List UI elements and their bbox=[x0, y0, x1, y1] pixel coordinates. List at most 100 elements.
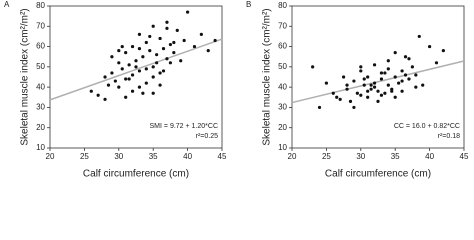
y-tick-label: 60 bbox=[278, 42, 287, 51]
point bbox=[362, 83, 366, 87]
x-tick-label: 35 bbox=[391, 152, 400, 161]
point bbox=[148, 34, 152, 39]
x-axis-label: Calf circumference (cm) bbox=[83, 169, 189, 180]
point bbox=[124, 51, 128, 55]
point bbox=[414, 73, 418, 77]
annotation: CC = 16.0 + 0.82*CC bbox=[394, 123, 460, 130]
point bbox=[379, 71, 384, 75]
point bbox=[182, 38, 186, 43]
point bbox=[158, 83, 162, 87]
point bbox=[141, 55, 145, 59]
point bbox=[400, 89, 404, 93]
point bbox=[172, 51, 176, 55]
point bbox=[362, 77, 366, 81]
point bbox=[386, 83, 390, 87]
x-tick-label: 40 bbox=[183, 152, 192, 161]
point bbox=[161, 47, 166, 51]
x-tick-label: 30 bbox=[114, 152, 123, 161]
point bbox=[165, 20, 169, 24]
point bbox=[379, 93, 384, 97]
panel-label: A bbox=[4, 0, 10, 9]
point bbox=[144, 81, 148, 85]
point bbox=[359, 93, 363, 97]
point bbox=[311, 65, 315, 69]
point bbox=[137, 85, 142, 89]
y-tick-label: 10 bbox=[36, 143, 45, 152]
y-tick-label: 20 bbox=[278, 123, 287, 132]
point bbox=[324, 81, 328, 85]
point bbox=[161, 69, 166, 73]
point bbox=[117, 49, 121, 53]
x-tick-label: 40 bbox=[425, 152, 434, 161]
point bbox=[141, 91, 145, 95]
point bbox=[192, 44, 197, 49]
point bbox=[172, 40, 176, 45]
point bbox=[134, 59, 138, 63]
fit-line bbox=[49, 38, 223, 101]
point bbox=[417, 34, 421, 39]
y-tick-label: 40 bbox=[36, 82, 45, 91]
point bbox=[213, 38, 217, 43]
x-tick-label: 20 bbox=[46, 152, 55, 161]
point bbox=[155, 61, 159, 65]
point bbox=[366, 75, 370, 79]
point bbox=[134, 65, 138, 69]
point bbox=[342, 75, 346, 79]
point bbox=[376, 89, 380, 93]
point bbox=[345, 87, 349, 91]
point bbox=[158, 36, 162, 41]
point bbox=[113, 79, 117, 83]
point bbox=[372, 85, 377, 89]
point bbox=[103, 75, 107, 79]
y-tick-label: 20 bbox=[36, 123, 45, 132]
y-tick-label: 40 bbox=[278, 82, 287, 91]
point bbox=[168, 61, 172, 65]
point bbox=[400, 69, 404, 73]
y-tick-label: 60 bbox=[36, 42, 45, 51]
point bbox=[168, 42, 172, 47]
point bbox=[120, 44, 124, 49]
annotation: r²=0.25 bbox=[196, 133, 218, 140]
point bbox=[117, 61, 121, 65]
fit-line bbox=[291, 60, 465, 104]
point bbox=[335, 95, 339, 99]
y-tick-label: 50 bbox=[36, 62, 45, 71]
point bbox=[410, 65, 414, 69]
y-axis-label: Skeletal muscle index (cm²/m²) bbox=[262, 8, 273, 145]
point bbox=[366, 89, 370, 93]
point bbox=[348, 99, 353, 103]
point bbox=[151, 24, 155, 28]
y-axis-label: Skeletal muscle index (cm²/m²) bbox=[20, 8, 31, 145]
y-tick-label: 30 bbox=[278, 103, 287, 112]
point bbox=[441, 49, 445, 53]
point bbox=[151, 75, 155, 79]
point bbox=[403, 73, 408, 77]
point bbox=[206, 49, 210, 53]
annotation: SMI = 9.72 + 1.20*CC bbox=[150, 123, 218, 130]
point bbox=[352, 105, 356, 110]
point bbox=[130, 73, 135, 77]
point bbox=[144, 67, 148, 71]
point bbox=[331, 91, 335, 95]
point bbox=[372, 81, 377, 85]
point bbox=[151, 91, 155, 95]
point bbox=[165, 26, 169, 30]
point bbox=[199, 32, 203, 37]
annotation: r²=0.18 bbox=[438, 133, 460, 140]
point bbox=[386, 59, 390, 63]
point bbox=[124, 77, 128, 81]
point bbox=[393, 51, 397, 55]
point bbox=[383, 71, 387, 75]
point bbox=[352, 79, 356, 83]
point bbox=[130, 89, 135, 93]
point bbox=[96, 93, 100, 97]
point bbox=[158, 71, 162, 75]
point bbox=[345, 83, 349, 87]
point bbox=[148, 49, 152, 53]
x-tick-label: 20 bbox=[288, 152, 297, 161]
point bbox=[117, 85, 121, 89]
point bbox=[338, 97, 342, 101]
point bbox=[383, 91, 387, 95]
y-tick-label: 50 bbox=[278, 62, 287, 71]
point bbox=[403, 55, 408, 59]
